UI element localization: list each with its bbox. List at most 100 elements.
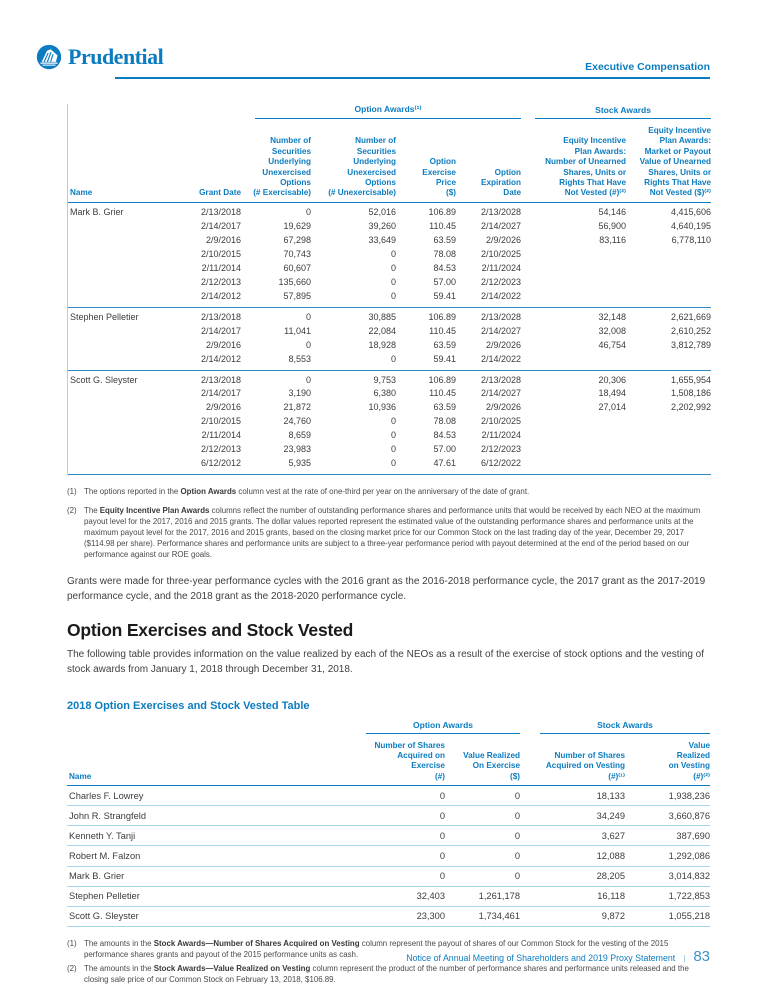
page-content: Option Awards⁽¹⁾ Stock Awards Name Grant …: [67, 104, 712, 989]
cell-value: 2/13/2018: [166, 306, 241, 325]
cell-value: 1,508,186: [671, 388, 712, 399]
cell-value: 2/14/2022: [481, 290, 522, 301]
cell-value: 0: [362, 845, 445, 867]
cell-value: 46,754: [598, 339, 627, 350]
cell-value: [626, 290, 711, 307]
officer-name: [68, 429, 166, 443]
cell-value: 2/14/2017: [200, 388, 241, 399]
cell-value: 0: [390, 458, 396, 469]
cell-value: 0: [241, 369, 311, 388]
cell-value: 20,306: [521, 369, 627, 388]
cell-value: 5,935: [288, 458, 311, 469]
cell-value: [626, 353, 711, 370]
section-label: Executive Compensation: [585, 61, 710, 73]
intro-paragraph: The following table provides information…: [67, 648, 705, 676]
cell-value: 2/9/2016: [205, 402, 241, 413]
cell-value: 33,649: [368, 234, 396, 245]
cell-value: 9,872: [520, 906, 626, 927]
cell-value: 110.45: [429, 388, 456, 399]
cell-value: 8,659: [288, 430, 311, 441]
cell-value: 16,118: [520, 886, 626, 907]
column-header: Equity Incentive Plan Awards: Number of Un…: [521, 119, 627, 203]
officer-name: [68, 339, 166, 353]
cell-value: 0: [390, 248, 396, 259]
cell-value: 57,895: [283, 290, 311, 301]
award-row: 2/11/2014 60,607 0 84.53 2/11/2024: [68, 262, 711, 276]
cell-value: 2/13/2018: [166, 369, 241, 388]
officer-name: John R. Strangfeld: [67, 805, 362, 827]
cell-value: 0: [445, 825, 521, 847]
cell-value: 60,607: [283, 262, 311, 273]
cell-value: 0: [390, 444, 396, 455]
cell-value: 106.89: [396, 369, 456, 388]
cell-value: 78.08: [433, 416, 456, 427]
option-exercises-stock-vested-table: Option Awards Stock Awards Name Number of…: [67, 720, 711, 927]
cell-value: 18,494: [598, 388, 627, 399]
cell-value: 2,621,669: [626, 306, 712, 325]
exercise-row: Kenneth Y. Tanji 0 0 3,627 387,690: [67, 825, 711, 847]
cell-value: 18,133: [520, 785, 626, 807]
cell-value: 9,753: [311, 369, 396, 388]
cell-value: 30,885: [311, 306, 396, 325]
cell-value: 2/10/2015: [200, 416, 241, 427]
cell-value: 0: [390, 416, 396, 427]
cell-value: 135,660: [278, 276, 311, 287]
cell-value: [626, 457, 711, 474]
officer-name: Robert M. Falzon: [67, 845, 362, 867]
column-header: Number of Securities Underlying Unexercised…: [311, 119, 396, 203]
stock-awards-group-header: Stock Awards: [521, 104, 712, 119]
cell-value: 110.45: [429, 220, 456, 231]
award-row: 2/9/2016 0 18,928 63.59 2/9/2026 46,754 3,812,…: [68, 339, 711, 353]
exercises-table-title: 2018 Option Exercises and Stock Vested T…: [67, 699, 310, 712]
officer-name: [68, 387, 166, 401]
cell-value: [521, 429, 626, 443]
cell-value: 2/14/2027: [481, 325, 522, 336]
cell-value: 63.59: [433, 402, 456, 413]
cell-value: 0: [362, 785, 445, 807]
cell-value: 2/13/2028: [481, 206, 522, 217]
footnote: (2) The amounts in the Stock Awards—Value…: [67, 964, 689, 985]
cell-value: 106.89: [428, 206, 456, 217]
exercise-row: John R. Strangfeld 0 0 34,249 3,660,876: [67, 805, 711, 827]
cell-value: 52,016: [368, 206, 396, 217]
cell-value: 63.59: [433, 234, 456, 245]
officer-name: Scott G. Sleyster: [67, 906, 362, 927]
cell-value: 2/14/2022: [481, 353, 522, 364]
cell-value: 0: [390, 262, 396, 273]
cell-value: 23,300: [362, 906, 445, 927]
group-header-row: Option Awards⁽¹⁾ Stock Awards: [68, 104, 712, 119]
cell-value: [626, 262, 711, 276]
footer-text: Notice of Annual Meeting of Shareholders…: [406, 953, 676, 963]
cell-value: [521, 457, 626, 474]
cell-value: 6/12/2022: [481, 458, 522, 469]
award-row: 2/14/2012 8,553 0 59.41 2/14/2022: [68, 353, 711, 370]
cell-value: 2,202,992: [671, 402, 712, 413]
cell-value: 2/9/2016: [205, 234, 241, 245]
cell-value: 54,146: [598, 206, 627, 217]
award-row: Scott G. Sleyster 2/13/2018 0 9,753 106.89 2/…: [68, 369, 712, 388]
award-row: 2/12/2013 23,983 0 57.00 2/12/2023: [68, 443, 711, 457]
cell-value: 2/10/2015: [200, 248, 241, 259]
brand-wordmark: Prudential: [68, 44, 164, 69]
cell-value: 10,936: [368, 402, 396, 413]
award-row: 6/12/2012 5,935 0 47.61 6/12/2022: [68, 457, 711, 474]
cell-value: 0: [390, 290, 396, 301]
cell-value: [521, 262, 626, 276]
cell-value: 2/14/2012: [200, 290, 241, 301]
cell-value: 6,778,110: [671, 234, 712, 245]
exercise-row: Scott G. Sleyster 23,300 1,734,461 9,872 1,0…: [67, 906, 711, 927]
cell-value: 1,261,178: [445, 886, 521, 907]
cell-value: 3,190: [288, 388, 311, 399]
officer-name: [68, 325, 166, 339]
group-header-row: Option Awards Stock Awards: [67, 720, 711, 734]
cell-value: 2/9/2026: [486, 402, 522, 413]
cell-value: 110.45: [429, 325, 456, 336]
page-footer: Notice of Annual Meeting of Shareholders…: [406, 948, 710, 965]
cell-value: 2/14/2027: [481, 388, 522, 399]
brand-header: Prudential: [36, 44, 164, 70]
cell-value: [521, 248, 626, 262]
cell-value: 27,014: [598, 402, 627, 413]
stock-awards-group-header: Stock Awards: [520, 720, 711, 734]
cell-value: 6,380: [373, 388, 396, 399]
cell-value: [521, 415, 626, 429]
